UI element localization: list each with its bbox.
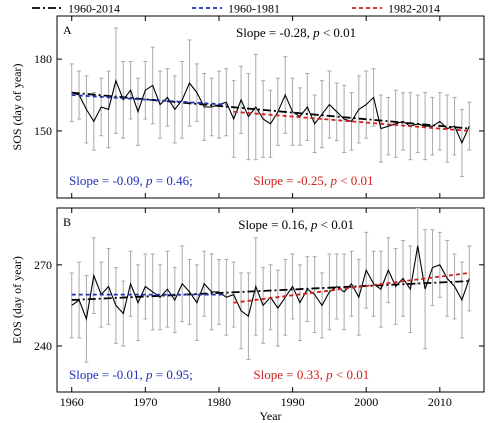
series-line xyxy=(71,78,470,145)
slope-annotation-left: Slope = -0.09, p = 0.46; xyxy=(69,173,193,188)
y-tick-label: 270 xyxy=(34,258,52,272)
legend: 1960-2014 1960-1981 1982-2014 xyxy=(32,2,440,16)
trend-line-0 xyxy=(71,280,470,301)
trend-line-2 xyxy=(233,110,470,132)
x-tick-label: 1980 xyxy=(207,395,231,409)
panel-b: 240 270 1960 1970 1980 1990 2000 2010 EOS (day o… xyxy=(10,207,485,423)
x-axis-label: Year xyxy=(259,409,281,423)
x-tick-label: 1990 xyxy=(281,395,305,409)
plot-frame xyxy=(56,207,485,393)
plot-frame xyxy=(56,15,485,199)
panel-a: 150 180 SOS (day of year) A Slope = -0.28, p… xyxy=(10,15,485,199)
trend-line-2 xyxy=(233,272,470,304)
data-layer xyxy=(69,208,472,363)
legend-label-1: 1960-1981 xyxy=(228,2,280,16)
x-tick-label: 2010 xyxy=(428,395,452,409)
data-layer xyxy=(69,27,472,177)
x-tick-label: 2000 xyxy=(354,395,378,409)
x-tick-label: 1960 xyxy=(60,395,84,409)
trend-line-1 xyxy=(71,94,227,106)
slope-annotation-right: Slope = -0.25, p < 0.01 xyxy=(253,173,373,188)
y-tick-label: 180 xyxy=(34,52,52,66)
y-tick-label: 240 xyxy=(34,339,52,353)
slope-annotation-right: Slope = 0.33, p < 0.01 xyxy=(253,367,369,382)
panel-label: A xyxy=(63,23,72,37)
panel-label: B xyxy=(63,215,71,229)
y-tick-label: 150 xyxy=(34,124,52,138)
slope-annotation-left: Slope = -0.01, p = 0.95; xyxy=(69,367,193,382)
slope-annotation-top: Slope = 0.16, p < 0.01 xyxy=(238,217,354,232)
slope-annotation-top: Slope = -0.28, p < 0.01 xyxy=(236,25,356,40)
legend-label-2: 1982-2014 xyxy=(388,2,440,16)
x-tick-label: 1970 xyxy=(133,395,157,409)
legend-label-0: 1960-2014 xyxy=(68,2,120,16)
y-axis-label: SOS (day of year) xyxy=(10,64,24,151)
y-axis-label: EOS (day of year) xyxy=(10,256,24,344)
